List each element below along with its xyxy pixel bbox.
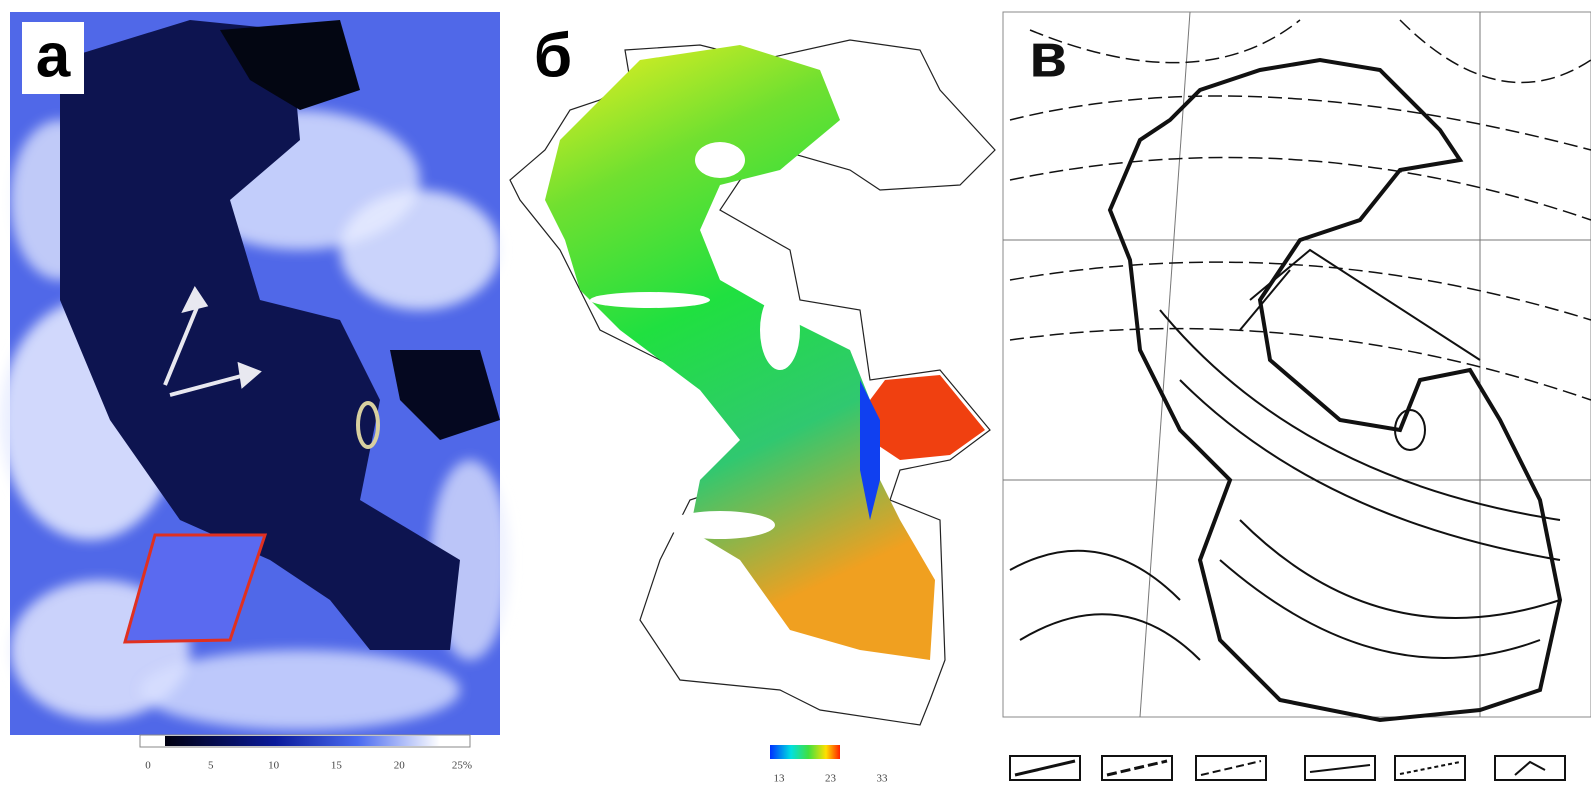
sea-darkest — [220, 20, 360, 110]
frame — [1002, 11, 1591, 718]
panel-b: б 13 23 33 — [509, 21, 996, 785]
colorbar-tick-label: 5 — [208, 760, 214, 772]
panel-label: а — [36, 21, 71, 90]
panel-label: б — [534, 21, 572, 90]
panel-v: в — [1002, 11, 1591, 781]
colorbar-tick-label: 25% — [452, 760, 472, 772]
panel-label: в — [1029, 21, 1067, 90]
coastline — [1107, 57, 1563, 723]
colorbar-tick-label: 20 — [394, 760, 406, 772]
colorbar-tick-label: 15 — [331, 760, 343, 772]
legend-boxes — [1009, 755, 1566, 781]
red-area — [123, 533, 268, 644]
ellipse-marker — [356, 401, 380, 449]
sst-field — [545, 45, 935, 660]
sst-cold — [860, 380, 880, 520]
contours — [1009, 248, 1561, 661]
panel-a: а 0 5 10 15 20 25% — [0, 12, 510, 772]
land-dark — [390, 350, 500, 440]
colorbar-tick-label: 10 — [268, 760, 280, 772]
sst-hot — [870, 375, 985, 460]
dashed-lines — [1009, 19, 1591, 401]
colorbar-tick-label: 0 — [145, 760, 151, 772]
colorbar-tick-label: 33 — [877, 773, 889, 785]
colorbar-tick-label: 13 — [774, 773, 786, 785]
colorbar — [770, 745, 840, 759]
colorbar-tick-label: 23 — [825, 773, 837, 785]
colorbar — [165, 736, 440, 746]
arrows — [163, 286, 262, 397]
grid — [1003, 11, 1591, 718]
sea-dark — [60, 20, 460, 650]
cloud-gaps — [590, 142, 800, 539]
label-box — [22, 22, 84, 94]
